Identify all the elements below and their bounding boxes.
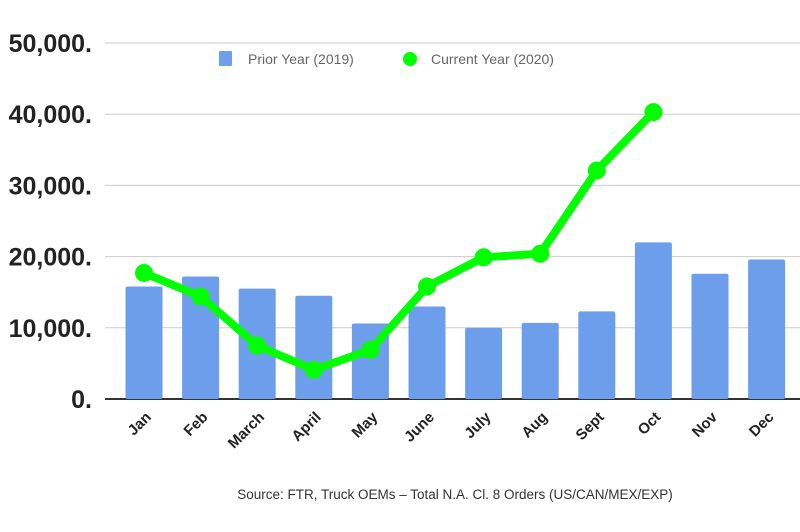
point-jan — [135, 263, 153, 282]
point-may — [361, 340, 380, 359]
y-tick-label: 0. — [71, 386, 92, 414]
legend-label-prior-year: Prior Year (2019) — [248, 51, 354, 67]
legend-swatch-prior-year — [219, 51, 232, 66]
point-july — [474, 248, 493, 267]
point-april — [304, 360, 323, 379]
y-tick-label: 20,000. — [9, 244, 92, 272]
x-tick-label: July — [461, 408, 495, 442]
point-feb — [191, 287, 210, 306]
x-tick-label: Aug — [518, 409, 551, 442]
point-sept — [587, 161, 606, 180]
bar-july — [465, 327, 503, 399]
point-june — [418, 277, 436, 296]
bar-aug — [521, 322, 559, 399]
current-year-line — [142, 109, 657, 374]
x-tick-label: April — [288, 409, 324, 445]
bar-june — [408, 306, 446, 399]
x-tick-label: Jan — [125, 409, 155, 439]
point-aug — [531, 244, 550, 263]
x-tick-label: Sept — [573, 409, 608, 444]
x-tick-label: Nov — [689, 408, 722, 441]
bar-oct — [634, 242, 672, 399]
x-tick-label: June — [401, 409, 438, 446]
x-tick-label: May — [349, 408, 382, 441]
bar-april — [295, 295, 333, 399]
y-tick-label: 30,000. — [9, 172, 92, 200]
x-tick-label: Oct — [635, 409, 665, 439]
point-march — [248, 336, 267, 355]
bar-jan — [125, 286, 163, 399]
legend-label-current-year: Current Year (2020) — [431, 51, 554, 67]
legend-swatch-current-year — [403, 52, 417, 66]
y-tick-label: 10,000. — [9, 315, 92, 343]
source-note: Source: FTR, Truck OEMs – Total N.A. Cl.… — [237, 487, 673, 502]
bar-nov — [691, 273, 729, 399]
x-tick-label: Dec — [746, 409, 777, 440]
y-tick-label: 50,000. — [9, 30, 92, 58]
bar-dec — [748, 259, 786, 399]
point-oct — [644, 103, 663, 122]
x-tick-label: March — [225, 409, 268, 452]
y-tick-label: 40,000. — [9, 101, 92, 129]
bar-sept — [578, 311, 616, 399]
x-tick-label: Feb — [181, 409, 212, 440]
